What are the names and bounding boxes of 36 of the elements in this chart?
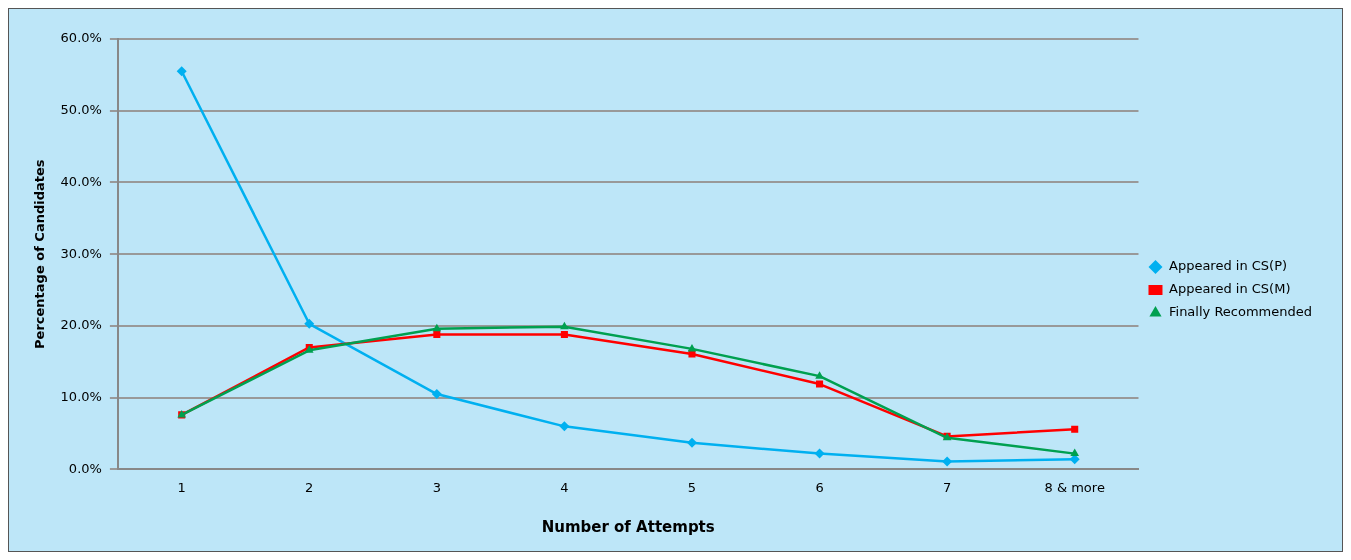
point (815, 371, 824, 379)
y-tick-label: 10.0% (60, 389, 102, 405)
x-tick-label: 5 (687, 479, 697, 495)
point (432, 323, 442, 332)
y-tick-label: 30.0% (60, 245, 102, 261)
point (560, 321, 569, 330)
x-tick-label: 7 (942, 479, 952, 495)
point (560, 331, 568, 339)
point (559, 421, 570, 432)
point (942, 456, 953, 467)
y-axis-title: Percentage of Candidates (32, 159, 48, 349)
legend-label: Appeared in CS(M) (1168, 281, 1291, 297)
x-tick-label: 4 (560, 479, 569, 495)
point (433, 331, 441, 339)
point (1070, 448, 1080, 457)
point (176, 66, 187, 77)
x-axis-title: Number of Attempts (541, 517, 715, 536)
y-tick-label: 40.0% (60, 173, 102, 189)
point (687, 343, 697, 352)
y-tick-label: 60.0% (60, 30, 102, 46)
point (686, 437, 697, 448)
legend-label: Appeared in CS(P) (1168, 258, 1288, 274)
point (816, 380, 824, 388)
y-tick-label: 50.0% (60, 102, 102, 118)
point (304, 318, 315, 329)
x-tick-label: 6 (815, 479, 824, 495)
x-tick-label: 1 (177, 479, 186, 495)
point (431, 389, 442, 400)
y-tick-label: 0.0% (68, 460, 102, 476)
legend-label: Finally Recommended (1168, 304, 1312, 320)
x-tick-label: 8 & more (1044, 479, 1105, 495)
x-tick-label: 3 (432, 479, 441, 495)
y-tick-label: 20.0% (60, 317, 102, 333)
point (814, 448, 825, 459)
point (1071, 425, 1079, 433)
x-tick-label: 2 (305, 479, 314, 495)
